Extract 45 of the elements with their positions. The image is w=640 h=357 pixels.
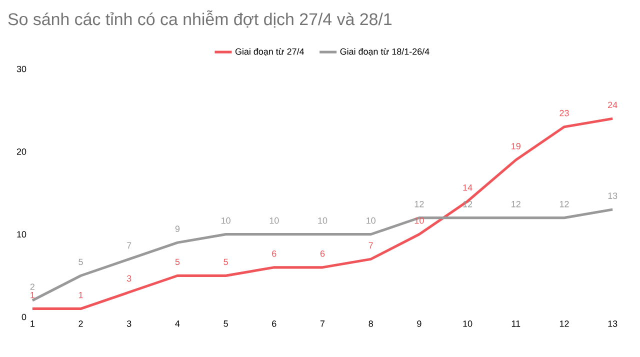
y-tick-label: 20 (16, 148, 26, 155)
x-tick-label: 5 (224, 320, 228, 327)
x-tick-label: 10 (463, 320, 472, 327)
data-label: 24 (608, 102, 618, 108)
legend-label: Giai đoạn từ 18/1-26/4 (340, 48, 430, 56)
data-label: 10 (414, 217, 424, 224)
data-label: 2 (30, 284, 34, 290)
data-label: 12 (512, 200, 520, 208)
y-tick-label: 30 (16, 66, 26, 72)
data-label: 10 (318, 217, 328, 224)
data-label: 5 (224, 258, 228, 266)
x-tick-label: 13 (608, 320, 618, 327)
data-label: 1 (78, 292, 83, 298)
x-tick-label: 7 (320, 320, 325, 327)
x-tick-label: 3 (126, 320, 132, 327)
data-label: 12 (560, 200, 569, 208)
data-label: 6 (272, 250, 276, 257)
data-label: 5 (175, 258, 180, 266)
data-label: 19 (512, 142, 520, 150)
data-label: 14 (463, 184, 472, 191)
data-label: 10 (222, 217, 230, 224)
data-label: 3 (126, 275, 132, 282)
x-tick-label: 11 (512, 320, 520, 327)
data-label: 1 (30, 292, 34, 298)
data-label: 5 (78, 258, 83, 266)
data-label: 10 (366, 217, 376, 224)
data-label: 13 (608, 192, 618, 199)
x-tick-label: 1 (30, 320, 34, 327)
x-tick-label: 12 (560, 320, 569, 327)
legend-label: Giai đoạn từ 27/4 (235, 48, 304, 56)
chart-title: So sánh các tỉnh có ca nhiễm đợt dịch 27/4 và 28/1 (8, 10, 392, 28)
y-tick-label: 10 (17, 231, 26, 238)
y-tick-label: 0 (22, 314, 26, 320)
x-tick-label: 6 (272, 320, 276, 327)
data-label: 10 (270, 217, 279, 224)
data-label: 9 (175, 226, 180, 232)
x-tick-label: 9 (417, 320, 422, 327)
data-label: 7 (368, 242, 373, 249)
data-label: 23 (560, 110, 569, 116)
data-label: 7 (127, 242, 132, 249)
x-tick-label: 8 (368, 320, 373, 327)
data-label: 6 (320, 250, 325, 257)
data-label: 12 (414, 200, 424, 208)
x-tick-label: 2 (78, 320, 83, 327)
x-tick-label: 4 (175, 320, 180, 327)
